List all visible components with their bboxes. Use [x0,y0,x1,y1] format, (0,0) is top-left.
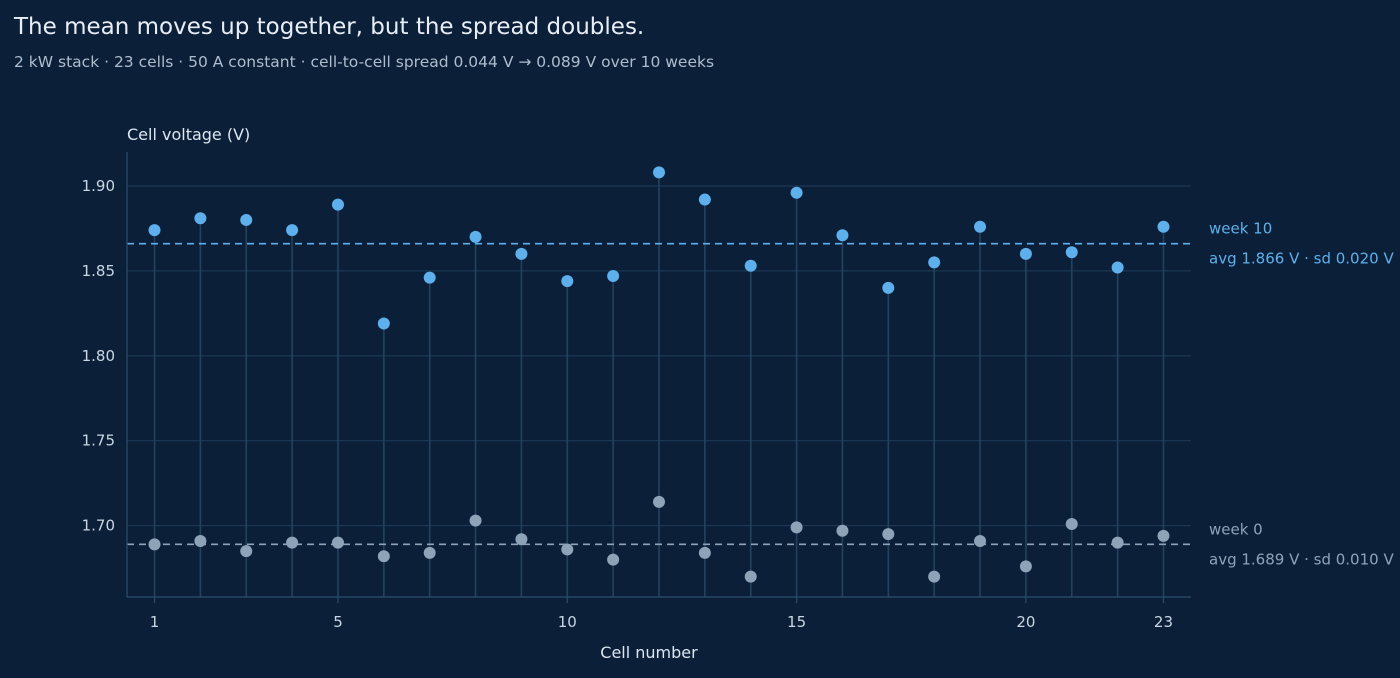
week0-point [1065,517,1078,530]
x-axis-title: Cell number [600,643,698,662]
y-tick-label: 1.70 [82,517,115,535]
week0-point [836,524,849,537]
week0-point [469,514,482,527]
week0-point [1157,529,1170,542]
week0-point [515,533,528,546]
x-tick-label: 5 [333,613,343,631]
week10-point [1111,261,1124,274]
week0-point [1111,536,1124,549]
x-tick-label: 15 [787,613,806,631]
week10-point [1157,220,1170,233]
x-tick-label: 10 [558,613,577,631]
week10-point [928,256,941,269]
week10-point [515,247,528,260]
week10-point [1019,247,1032,260]
week0-point [286,536,299,549]
x-tick-label: 20 [1016,613,1035,631]
stems [153,172,1165,597]
week0-point [240,545,253,558]
axes [126,152,1191,603]
week10-point [561,275,574,288]
week0-point [194,534,207,547]
week10-point [286,224,299,237]
mean-lines [127,242,1190,546]
week10-point [148,224,161,237]
week0-point [974,534,987,547]
x-tick-label: 23 [1154,613,1173,631]
week0-point [928,570,941,583]
week10-point [836,229,849,242]
week10-point [377,317,390,330]
series-label-week10: week 10 [1209,220,1272,238]
week10-point [469,230,482,243]
week10-point [423,271,436,284]
week10-point [653,166,665,179]
y-tick-label: 1.85 [82,262,115,280]
week0-point [698,546,711,559]
week0-point [331,536,344,549]
data-points [148,166,1170,583]
x-tick-label: 1 [150,613,160,631]
week10-point [607,269,620,282]
week10-point [331,198,344,211]
week10-point [698,193,711,206]
week10-point [974,220,987,233]
mean-annotation-week10: avg 1.866 V · sd 0.020 V [1209,250,1394,268]
series-label-week0: week 0 [1209,520,1263,538]
week0-point [561,543,574,556]
y-tick-label: 1.75 [82,432,115,450]
week10-point [1065,246,1078,259]
mean-annotation-week0: avg 1.689 V · sd 0.010 V [1209,550,1394,568]
week0-point [607,553,620,566]
y-tick-label: 1.90 [82,177,115,195]
week10-point [240,213,253,226]
week0-point [882,528,895,541]
week10-point [744,259,757,272]
week0-point [377,550,390,563]
week0-point [1019,560,1032,573]
chart-subtitle: 2 kW stack · 23 cells · 50 A constant · … [14,53,715,71]
week10-point [790,186,803,199]
week0-point [148,538,161,551]
y-tick-label: 1.80 [82,347,115,365]
week10-point [882,281,895,294]
chart-title: The mean moves up together, but the spre… [14,14,645,40]
week0-point [744,570,757,583]
week10-point [194,212,207,225]
week0-point [790,521,803,534]
week0-point [653,495,665,508]
week0-point [423,546,436,559]
y-axis-title: Cell voltage (V) [127,125,250,144]
